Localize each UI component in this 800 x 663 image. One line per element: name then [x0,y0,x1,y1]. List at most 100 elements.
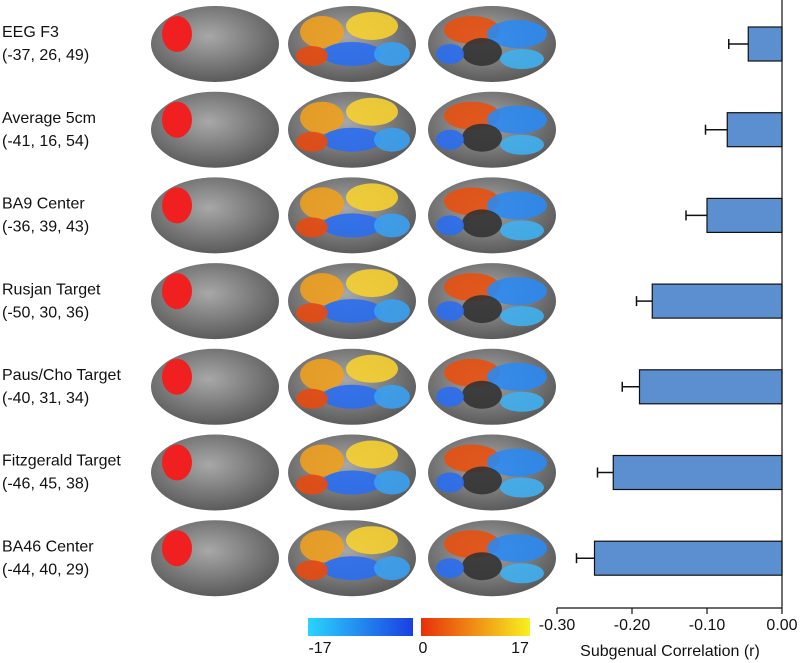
activation-blob [346,97,398,126]
activation-blob [487,448,547,477]
stimulation-site [162,273,192,310]
brain-image [428,348,556,425]
colorbar-tick-label: 17 [511,640,529,657]
activation-blob [296,303,328,324]
activation-blob [436,301,464,322]
activation-blob [300,16,344,48]
activation-blob [322,556,382,581]
activation-blob [462,295,502,324]
activation-blob [296,388,328,409]
brain-image [151,348,279,425]
stimulation-site [162,444,192,481]
brain-image [288,520,416,597]
activation-blob [300,187,344,220]
activation-blob [296,46,328,66]
activation-blob [322,384,382,409]
activation-blob [296,131,328,152]
activation-blob [374,299,410,324]
activation-blob [374,384,410,409]
brain-image [151,91,279,168]
activation-blob [374,42,410,66]
activation-blob [346,526,398,555]
activation-blob [462,380,502,409]
brain-image [288,6,416,82]
activation-blob [436,472,464,493]
activation-blob [296,474,328,495]
brain-image [151,434,279,511]
activation-blob [296,560,328,581]
activation-blob [462,209,502,238]
target-name: EEG F3 [2,24,59,41]
activation-blob [374,556,410,581]
colorbar-tick-label: 0 [419,640,428,657]
target-name: Rusjan Target [2,281,101,298]
activation-blob [462,466,502,495]
activation-blob [444,358,500,387]
target-name: Average 5cm [2,110,96,127]
target-coordinates: (-41, 16, 54) [2,133,89,150]
activation-blob [487,191,547,220]
target-coordinates: (-36, 39, 43) [2,219,89,236]
activation-blob [300,273,344,306]
x-tick-label: -0.20 [614,617,651,634]
stimulation-site [162,16,192,52]
activation-blob [322,213,382,238]
activation-blob [487,105,547,134]
activation-blob [487,277,547,306]
colorbar-positive [421,618,530,636]
activation-blob [346,269,398,298]
brain-image [288,263,416,340]
brain-image [288,434,416,511]
activation-blob [444,101,500,130]
activation-blob [296,217,328,238]
x-tick-label: 0.00 [766,617,797,634]
x-axis-label: Subgenual Correlation (r) [580,643,760,660]
x-tick-label: -0.30 [539,617,576,634]
activation-blob [436,215,464,236]
bar [747,26,783,62]
brain-image [428,6,556,82]
bar [651,283,783,319]
brain-image [288,91,416,168]
activation-blob [487,20,547,48]
activation-blob [500,477,544,498]
activation-blob [346,183,398,212]
brain-image [288,348,416,425]
bar [593,540,783,576]
activation-blob [322,299,382,324]
activation-blob [444,187,500,216]
brain-image [428,520,556,597]
activation-blob [500,306,544,327]
activation-blob [300,444,344,477]
activation-blob [374,127,410,152]
brain-image [428,91,556,168]
activation-blob [322,127,382,152]
activation-blob [300,530,344,563]
activation-blob [436,558,464,579]
target-coordinates: (-44, 40, 29) [2,561,89,578]
stimulation-site [162,187,192,224]
brain-image [151,177,279,254]
target-name: Paus/Cho Target [2,367,121,384]
activation-blob [374,470,410,495]
activation-blob [444,16,500,44]
brain-image [151,6,279,82]
activation-blob [500,134,544,155]
activation-blob [346,12,398,40]
activation-blob [346,354,398,383]
activation-blob [500,391,544,412]
bar [612,454,783,491]
stimulation-site [162,101,192,138]
stimulation-site [162,530,192,567]
x-tick-label: -0.10 [689,617,726,634]
activation-blob [436,386,464,407]
activation-blob [322,42,382,66]
activation-blob [300,358,344,391]
activation-blob [462,38,502,66]
activation-blob [300,101,344,134]
target-coordinates: (-46, 45, 38) [2,476,89,493]
target-coordinates: (-37, 26, 49) [2,47,89,64]
activation-blob [346,440,398,469]
bar [706,197,783,233]
